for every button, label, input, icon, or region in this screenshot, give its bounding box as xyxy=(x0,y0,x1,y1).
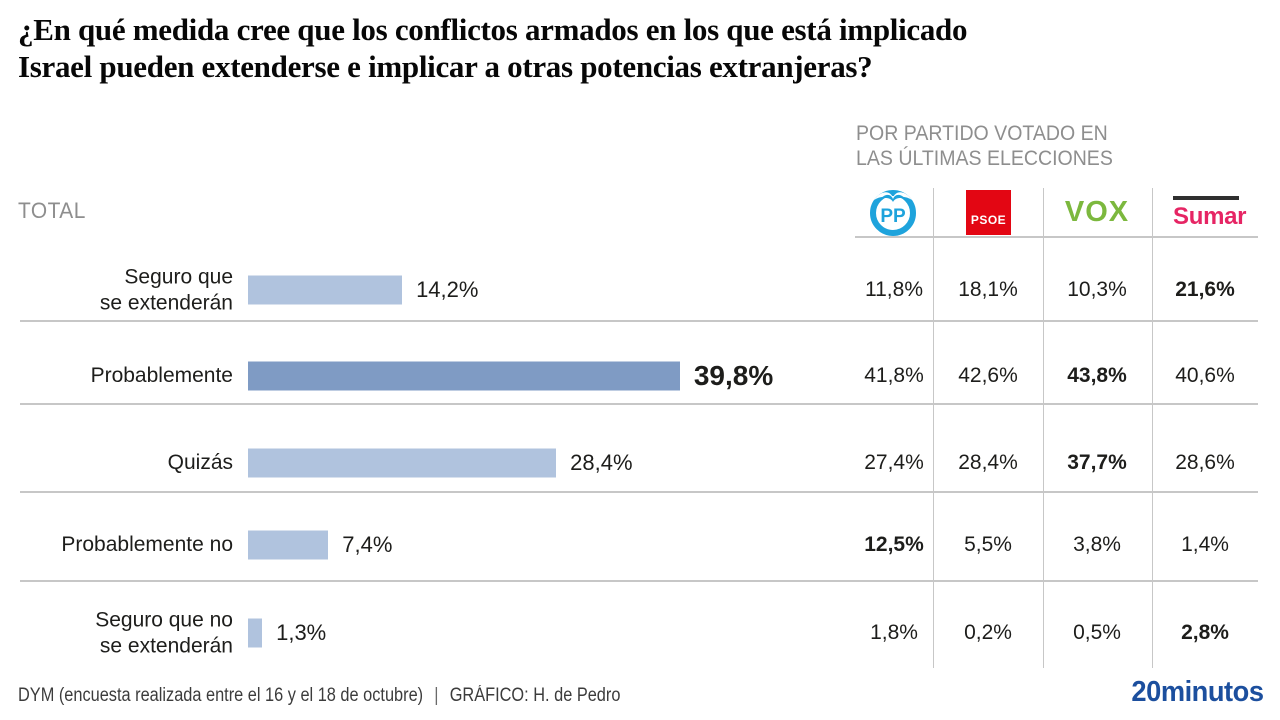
party-cell-sumar: 1,4% xyxy=(1181,533,1229,556)
pp-logo-text: PP xyxy=(880,206,906,227)
total-bar-value: 1,3% xyxy=(276,620,327,645)
total-bar-value: 39,8% xyxy=(693,360,774,391)
total-bar-value: 7,4% xyxy=(342,532,393,557)
party-cell-psoe: 5,5% xyxy=(964,533,1012,556)
footer: DYM (encuesta realizada entre el 16 y el… xyxy=(18,685,620,707)
divider xyxy=(933,188,934,668)
pp-logo-graphic: PP xyxy=(870,190,916,236)
category-label: Seguro que no se extenderán xyxy=(95,608,233,657)
divider xyxy=(1043,188,1044,668)
table-header: POR PARTIDO VOTADO EN LAS ÚLTIMAS ELECCI… xyxy=(856,122,1113,171)
footer-separator: | xyxy=(434,685,439,706)
party-cell-pp: 27,4% xyxy=(864,451,924,474)
total-bar xyxy=(248,530,329,560)
pp-logo: PP xyxy=(867,186,919,238)
party-cell-sumar: 2,8% xyxy=(1181,621,1229,644)
vox-logo: VOX xyxy=(1042,196,1152,229)
party-cell-psoe: 0,2% xyxy=(964,621,1012,644)
sumar-logo-bar xyxy=(1173,196,1239,200)
psoe-logo: PSOE xyxy=(966,190,1011,235)
footer-source: DYM (encuesta realizada entre el 16 y el… xyxy=(18,685,424,706)
footer-credit: GRÁFICO: H. de Pedro xyxy=(449,685,621,706)
party-cell-pp: 11,8% xyxy=(865,278,923,301)
divider xyxy=(20,491,1258,493)
total-bar xyxy=(248,275,403,305)
psoe-logo-text: PSOE xyxy=(970,213,1007,227)
party-cell-vox: 43,8% xyxy=(1067,364,1127,387)
divider xyxy=(20,320,1258,322)
category-label: Probablemente no xyxy=(61,533,233,557)
party-cell-psoe: 42,6% xyxy=(958,364,1018,387)
category-label: Seguro que se extenderán xyxy=(99,265,233,314)
party-cell-vox: 0,5% xyxy=(1073,621,1121,644)
party-cell-psoe: 18,1% xyxy=(958,278,1018,301)
party-cell-psoe: 28,4% xyxy=(958,451,1018,474)
party-cell-pp: 41,8% xyxy=(864,364,924,387)
divider xyxy=(855,236,1258,238)
party-cell-pp: 12,5% xyxy=(864,533,924,556)
vox-logo-text: VOX xyxy=(1064,196,1130,228)
sumar-logo: Sumar xyxy=(1173,196,1247,231)
category-label: Quizás xyxy=(167,451,233,475)
party-cell-vox: 37,7% xyxy=(1067,451,1127,474)
party-cell-pp: 1,8% xyxy=(870,621,918,644)
total-label: TOTAL xyxy=(18,198,86,223)
party-cell-sumar: 21,6% xyxy=(1175,278,1235,301)
total-bar-value: 14,2% xyxy=(416,277,479,302)
divider xyxy=(20,580,1258,582)
total-bar xyxy=(248,361,680,391)
party-cell-sumar: 40,6% xyxy=(1175,364,1235,387)
party-cell-vox: 10,3% xyxy=(1067,278,1127,301)
category-label: Probablemente xyxy=(90,364,233,388)
total-bar xyxy=(248,448,557,478)
sumar-logo-text: Sumar xyxy=(1173,203,1247,230)
total-bar-value: 28,4% xyxy=(570,450,633,475)
divider xyxy=(1152,188,1153,668)
chart-title: ¿En qué medida cree que los conflictos a… xyxy=(18,12,968,84)
brand-logo: 20minutos xyxy=(1131,676,1265,708)
party-cell-sumar: 28,6% xyxy=(1175,451,1235,474)
divider xyxy=(20,403,1258,405)
total-bar xyxy=(248,618,263,648)
party-cell-vox: 3,8% xyxy=(1073,533,1121,556)
